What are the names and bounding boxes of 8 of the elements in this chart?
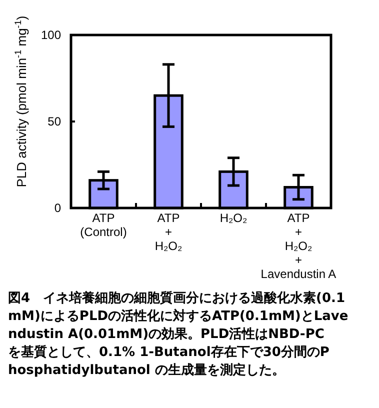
x-tick-label: ATP (Control) xyxy=(80,211,127,239)
x-tick-label: ATP + H₂O₂ xyxy=(154,211,182,253)
caption: 図4 イネ培養細胞の細胞質画分における過酸化水素(0.1mM)によるPLDの活性化に対するATP(0.1mM)とLavendustin A(0.01mM)の効果。PLD活性はNBD-PCを基質として、0.1% 1-Butanol存在下で30分間のPhosphatidylbutanol の生成量を測定した。 xyxy=(8,290,348,378)
y-tick-label: 100 xyxy=(40,28,62,42)
x-tick-label: ATP + H₂O₂ + Lavendustin A xyxy=(260,211,336,281)
y-tick-label: 50 xyxy=(48,114,62,129)
y-tick-label: 0 xyxy=(54,201,62,216)
x-tick-label: H₂O₂ xyxy=(220,211,248,225)
